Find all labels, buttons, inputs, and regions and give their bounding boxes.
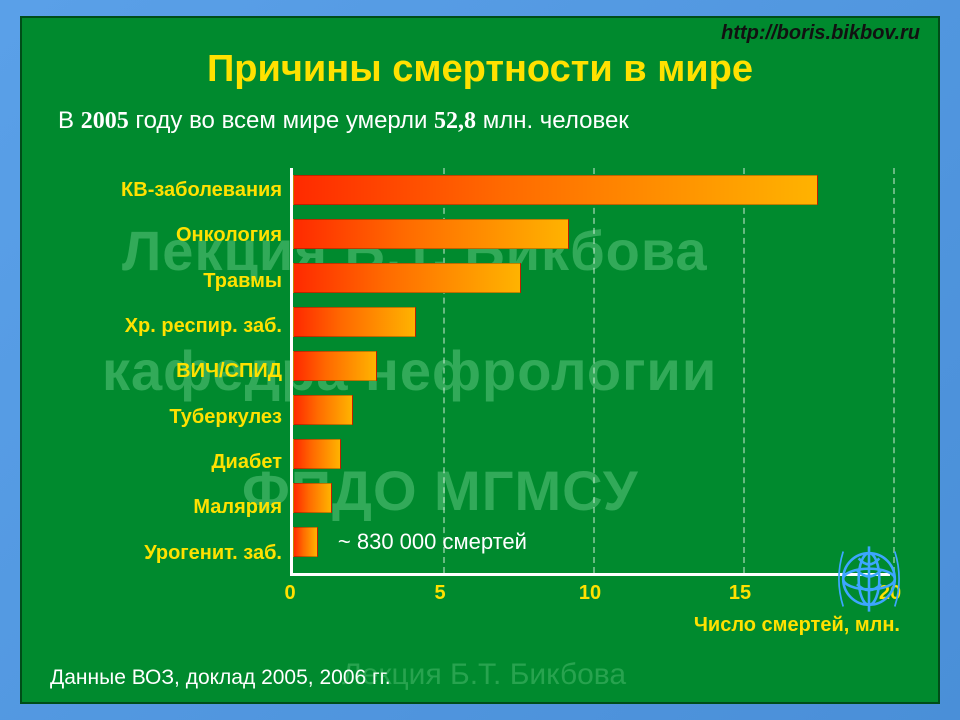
subtitle-year: 2005 xyxy=(81,108,129,134)
bar-row xyxy=(293,395,353,425)
footer-source: Данные ВОЗ, доклад 2005, 2006 гг. xyxy=(50,666,391,690)
subtitle-post: млн. человек xyxy=(476,107,629,134)
bar-row xyxy=(293,483,332,513)
page-background: http://boris.bikbov.ru Причины смертност… xyxy=(0,0,960,720)
bar xyxy=(293,483,332,513)
bar-row xyxy=(293,307,416,337)
x-tick-label: 10 xyxy=(579,582,601,605)
plot-area: ~ 830 000 смертей xyxy=(290,168,890,576)
y-axis-label: Травмы xyxy=(80,270,290,293)
bar xyxy=(293,351,377,381)
subtitle-value: 52,8 xyxy=(434,108,476,134)
bar-row xyxy=(293,263,521,293)
x-tick-label: 0 xyxy=(284,582,295,605)
subtitle-mid: году во всем мире умерли xyxy=(129,107,434,134)
y-axis-label: Урогенит. заб. xyxy=(80,542,290,565)
bar xyxy=(293,395,353,425)
bar-row xyxy=(293,527,318,557)
source-url: http://boris.bikbov.ru xyxy=(721,22,920,45)
gridline xyxy=(743,168,745,573)
bar xyxy=(293,439,341,469)
x-tick-label: 15 xyxy=(729,582,751,605)
bar-chart: КВ-заболевания Онкология Травмы Хр. респир.… xyxy=(80,168,900,620)
bar-row xyxy=(293,175,818,205)
slide: http://boris.bikbov.ru Причины смертност… xyxy=(20,16,940,704)
subtitle-pre: В xyxy=(58,107,81,134)
gridline xyxy=(893,168,895,573)
slide-subtitle: В 2005 году во всем мире умерли 52,8 млн… xyxy=(58,107,938,135)
bar-row xyxy=(293,351,377,381)
y-axis-label: Туберкулез xyxy=(80,406,290,429)
who-logo-icon xyxy=(826,536,912,622)
x-axis-ticks: 05101520 xyxy=(290,582,890,610)
y-axis-labels: КВ-заболевания Онкология Травмы Хр. респир.… xyxy=(80,168,290,576)
bar-row xyxy=(293,219,569,249)
y-axis-label: Онкология xyxy=(80,224,290,247)
x-tick-label: 5 xyxy=(434,582,445,605)
bar-annotation: ~ 830 000 смертей xyxy=(338,529,527,555)
y-axis-label: Малярия xyxy=(80,496,290,519)
slide-title: Причины смертности в мире xyxy=(22,48,938,91)
bar xyxy=(293,527,318,557)
y-axis-label: КВ-заболевания xyxy=(80,179,290,202)
bar xyxy=(293,175,818,205)
bar xyxy=(293,219,569,249)
bar-row xyxy=(293,439,341,469)
bar xyxy=(293,263,521,293)
bar xyxy=(293,307,416,337)
y-axis-label: Диабет xyxy=(80,451,290,474)
y-axis-label: ВИЧ/СПИД xyxy=(80,360,290,383)
gridline xyxy=(593,168,595,573)
y-axis-label: Хр. респир. заб. xyxy=(80,315,290,338)
